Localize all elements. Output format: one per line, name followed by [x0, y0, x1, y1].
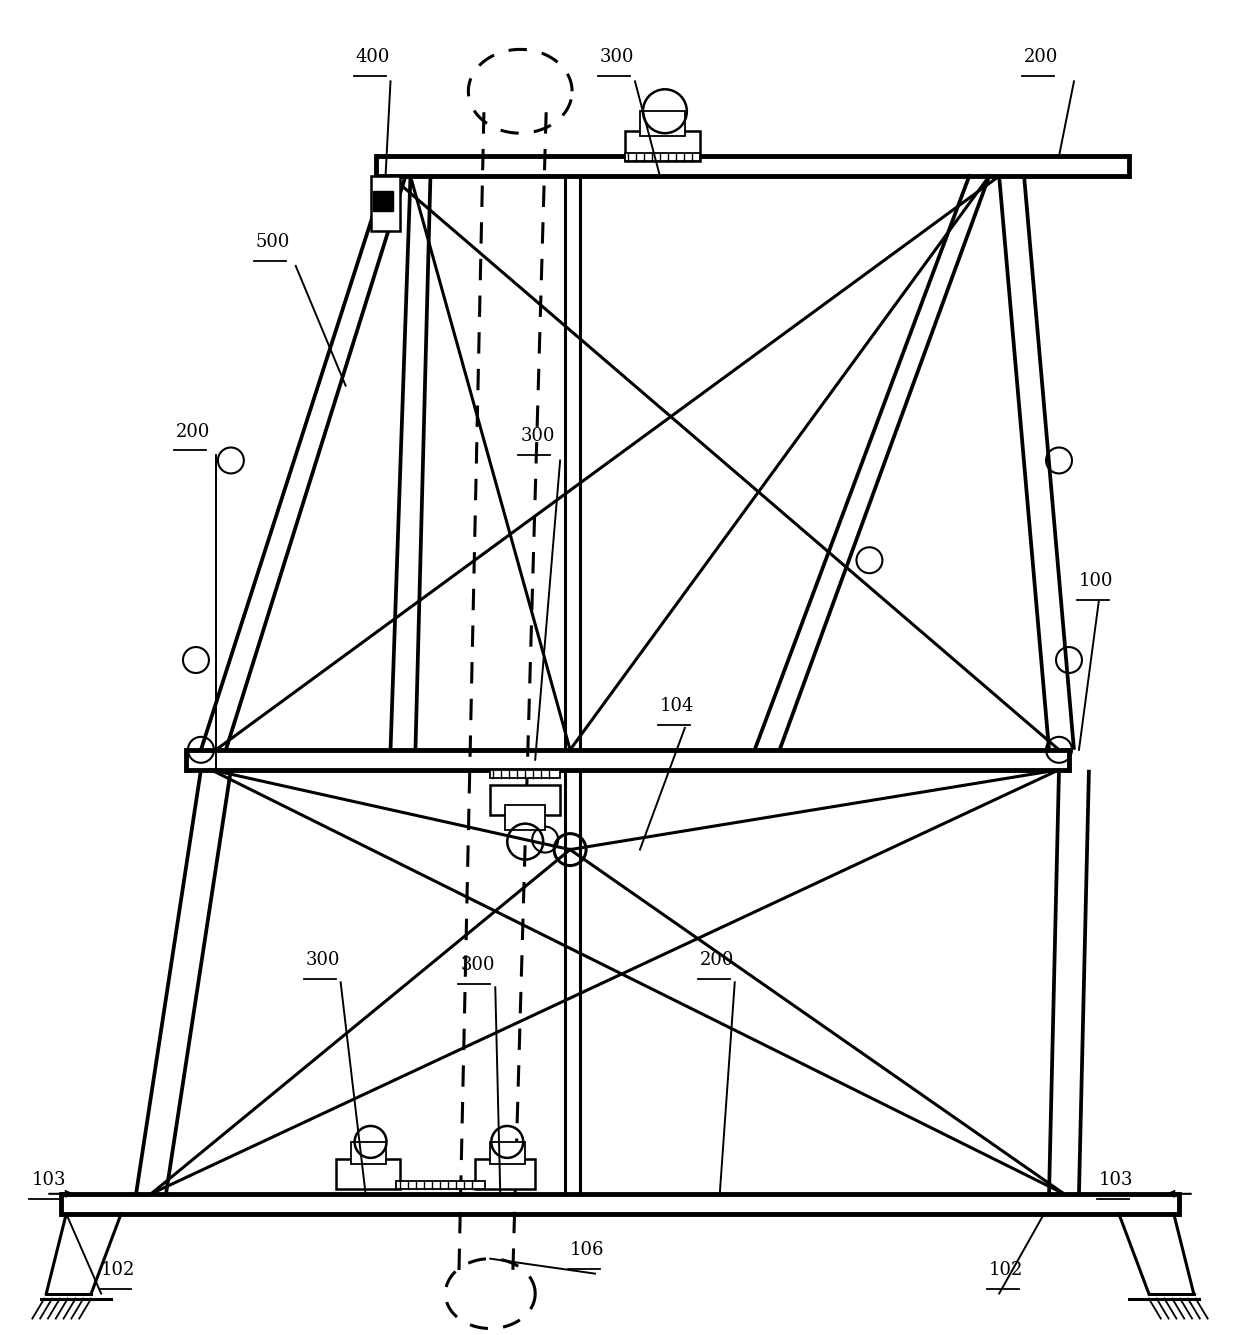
Bar	[625, 131, 699, 162]
Text: 100: 100	[1079, 573, 1114, 590]
Bar	[490, 785, 560, 814]
Text: 300: 300	[306, 952, 340, 969]
Bar	[505, 805, 546, 829]
Text: 300: 300	[460, 956, 495, 975]
Text: 102: 102	[102, 1260, 135, 1279]
Bar	[371, 176, 401, 231]
Text: 103: 103	[31, 1171, 66, 1189]
Text: 300: 300	[521, 427, 554, 446]
Bar	[372, 191, 393, 211]
Text: 200: 200	[1024, 48, 1059, 67]
Text: 103: 103	[1099, 1171, 1133, 1189]
Text: 106: 106	[570, 1240, 605, 1259]
Bar	[396, 1181, 485, 1189]
Bar	[351, 1141, 386, 1164]
Text: 200: 200	[176, 422, 211, 441]
Bar	[490, 770, 560, 778]
Bar	[640, 111, 684, 136]
Text: 104: 104	[660, 697, 694, 716]
Text: 102: 102	[990, 1260, 1023, 1279]
Bar	[625, 154, 699, 162]
Text: 300: 300	[600, 48, 635, 67]
Bar	[475, 1159, 536, 1189]
Text: 400: 400	[356, 48, 389, 67]
Bar	[336, 1159, 401, 1189]
Text: 500: 500	[255, 232, 290, 251]
Text: 200: 200	[699, 952, 734, 969]
Bar	[490, 1141, 526, 1164]
